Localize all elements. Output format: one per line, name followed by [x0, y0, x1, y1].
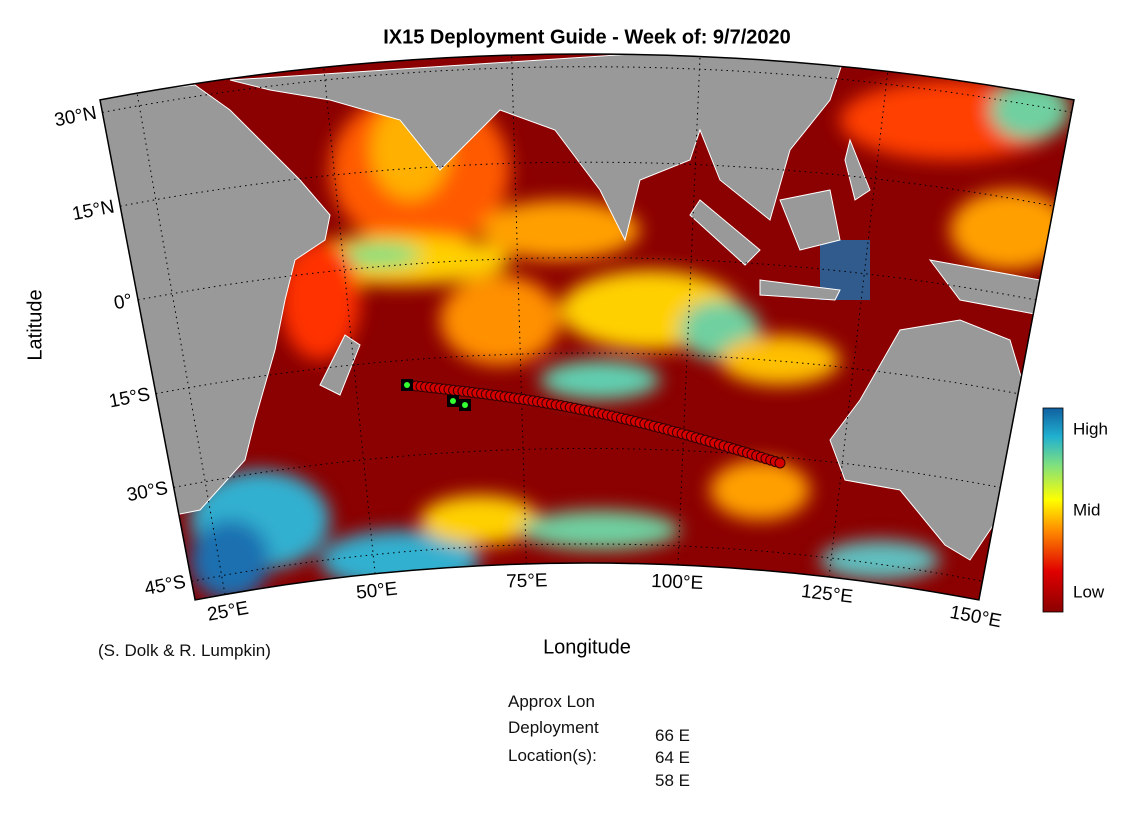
- title: IX15 Deployment Guide - Week of: 9/7/202…: [383, 26, 791, 48]
- grid-line: [511, 55, 527, 564]
- deployment-location: 66 E: [655, 726, 690, 745]
- latitude-label: 15°N: [71, 196, 117, 225]
- deployment-heading: Approx Lon: [508, 692, 595, 711]
- grid-line: [191, 543, 983, 582]
- latitude-label: 15°S: [107, 384, 152, 412]
- latitude-label: 45°S: [143, 572, 188, 600]
- colorbar-label: High: [1073, 419, 1108, 438]
- deployment-heading: Location(s):: [508, 746, 597, 765]
- longitude-label: 150°E: [948, 602, 1003, 632]
- colorbar-label: Low: [1073, 582, 1105, 601]
- latitude-label: 30°S: [125, 478, 170, 506]
- colorbar: [1042, 407, 1064, 613]
- latitude-label: 30°N: [53, 103, 99, 132]
- x-axis-label: Longitude: [543, 636, 631, 658]
- grid-line: [677, 56, 701, 565]
- latitude-label: 0°: [112, 290, 134, 314]
- ship-track: [401, 379, 786, 469]
- grid-line: [137, 257, 1037, 301]
- grid-line: [323, 67, 376, 574]
- longitude-label: 100°E: [651, 571, 704, 594]
- deployment-markers: [401, 379, 471, 411]
- longitude-label: 125°E: [800, 581, 854, 608]
- grid-line: [173, 448, 1001, 488]
- grid-line: [828, 71, 889, 578]
- track-point: [774, 457, 786, 469]
- longitude-label: 50°E: [355, 579, 398, 604]
- credit: (S. Dolk & R. Lumpkin): [98, 641, 271, 660]
- deployment-location: 64 E: [655, 748, 690, 767]
- deployment-location: 58 E: [655, 771, 690, 790]
- longitude-label: 25°E: [206, 598, 250, 626]
- y-axis-label: Latitude: [24, 289, 46, 360]
- grid-line: [136, 93, 226, 595]
- colorbar-label: Mid: [1073, 500, 1100, 519]
- map-frame: [99, 53, 1075, 601]
- heat-field: [100, 54, 1074, 600]
- longitude-label: 75°E: [506, 570, 548, 592]
- deployment-heading: Deployment: [508, 718, 599, 737]
